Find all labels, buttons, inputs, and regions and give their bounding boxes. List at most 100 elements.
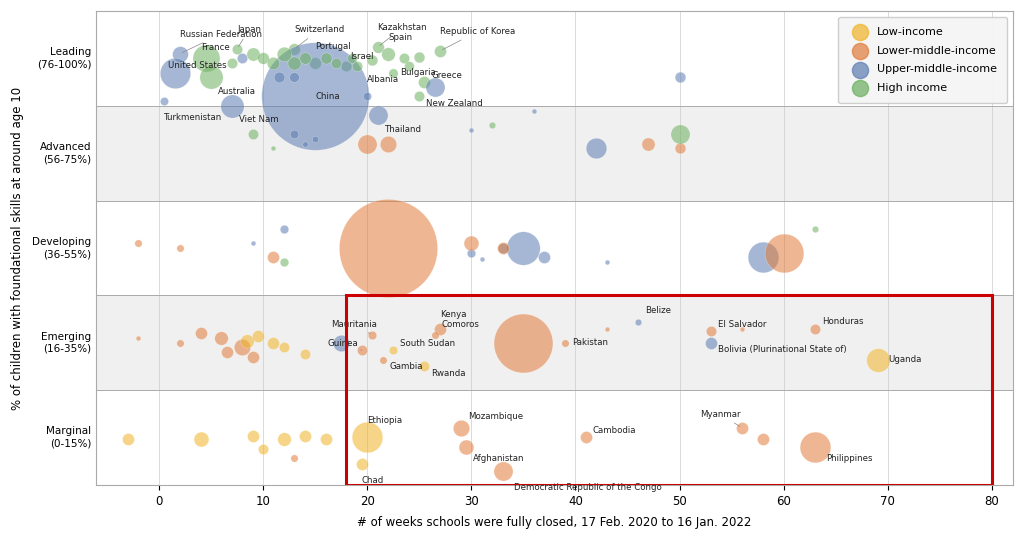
Text: Cambodia: Cambodia (593, 426, 636, 435)
Text: Republic of Korea: Republic of Korea (440, 27, 515, 50)
Text: Ethiopia: Ethiopia (368, 416, 402, 426)
Point (380, 139, 396, 148)
Point (228, 45, 245, 53)
Text: Belize: Belize (645, 306, 671, 315)
Text: El Salvador: El Salvador (718, 320, 766, 329)
Point (338, 62, 354, 70)
Text: Chad: Chad (362, 476, 384, 485)
Point (265, 253, 282, 262)
Point (245, 239, 261, 247)
Text: Mozambique: Mozambique (468, 413, 523, 421)
Text: Bulgaria: Bulgaria (400, 68, 436, 77)
Point (317, 54, 334, 63)
Bar (96, 11, 1013, 106)
Point (640, 139, 656, 148)
Text: South Sudan: South Sudan (400, 339, 456, 348)
Text: Mauritania: Mauritania (331, 320, 377, 334)
Point (218, 348, 234, 356)
Point (307, 92, 324, 100)
Text: Kazakhstan: Kazakhstan (378, 23, 427, 45)
Point (193, 329, 209, 338)
Text: Uganda: Uganda (889, 355, 922, 364)
Legend: Low-income, Lower-middle-income, Upper-middle-income, High income: Low-income, Lower-middle-income, Upper-m… (839, 17, 1008, 103)
Point (807, 225, 823, 233)
Text: Bolivia (Plurinational State of): Bolivia (Plurinational State of) (718, 345, 847, 354)
Point (432, 324, 449, 333)
Point (348, 62, 365, 70)
Point (359, 139, 376, 148)
Point (755, 435, 771, 444)
Text: Honduras: Honduras (822, 317, 863, 326)
Point (359, 433, 376, 442)
Point (286, 73, 302, 82)
Point (599, 324, 615, 333)
Point (203, 73, 219, 82)
Y-axis label: % of children with foundational skills at around age 10: % of children with foundational skills a… (11, 86, 25, 409)
Text: Pakistan: Pakistan (572, 338, 608, 347)
Point (343, 54, 359, 63)
Point (234, 343, 251, 352)
Point (525, 106, 542, 115)
Text: Guinea: Guinea (328, 339, 362, 350)
Point (473, 255, 489, 264)
Point (333, 339, 349, 347)
Point (250, 332, 266, 340)
Point (172, 339, 188, 347)
Bar (96, 390, 1013, 485)
Point (166, 69, 182, 77)
Text: Comoros: Comoros (441, 320, 479, 328)
Point (453, 424, 469, 433)
Text: Israel: Israel (350, 52, 374, 61)
Point (588, 144, 604, 153)
Point (297, 54, 313, 63)
Point (672, 144, 688, 153)
Point (417, 78, 433, 86)
Point (370, 111, 386, 120)
Point (515, 339, 531, 347)
Point (775, 248, 792, 257)
Point (807, 443, 823, 451)
Point (672, 73, 688, 82)
Point (275, 343, 292, 352)
Text: United States: United States (168, 61, 226, 70)
Point (156, 97, 172, 105)
Point (599, 258, 615, 267)
Point (463, 239, 479, 247)
Point (240, 336, 256, 345)
Point (427, 331, 443, 340)
Point (630, 318, 646, 326)
Point (458, 443, 474, 451)
Point (245, 50, 261, 58)
Point (484, 120, 501, 129)
Text: Russian Federation: Russian Federation (180, 30, 262, 52)
Point (702, 327, 719, 336)
Point (385, 69, 401, 77)
Text: Albania: Albania (368, 75, 399, 84)
Point (495, 244, 511, 252)
Point (223, 59, 240, 68)
Point (307, 59, 324, 68)
Point (702, 339, 719, 347)
Point (307, 134, 324, 143)
Point (120, 435, 136, 444)
Point (172, 50, 188, 58)
Text: Philippines: Philippines (826, 454, 872, 463)
Point (432, 46, 449, 55)
Point (193, 435, 209, 444)
Point (275, 435, 292, 444)
Text: Turkmenistan: Turkmenistan (164, 113, 222, 122)
Point (672, 130, 688, 139)
Point (380, 50, 396, 58)
Point (411, 92, 427, 100)
Text: Portugal: Portugal (315, 42, 351, 51)
Point (286, 454, 302, 463)
Point (734, 324, 751, 333)
Point (400, 62, 417, 70)
Point (375, 355, 391, 364)
Point (807, 324, 823, 333)
Text: Spain: Spain (388, 32, 412, 42)
Point (427, 83, 443, 91)
Point (328, 59, 344, 68)
Point (734, 424, 751, 433)
Point (286, 130, 302, 139)
